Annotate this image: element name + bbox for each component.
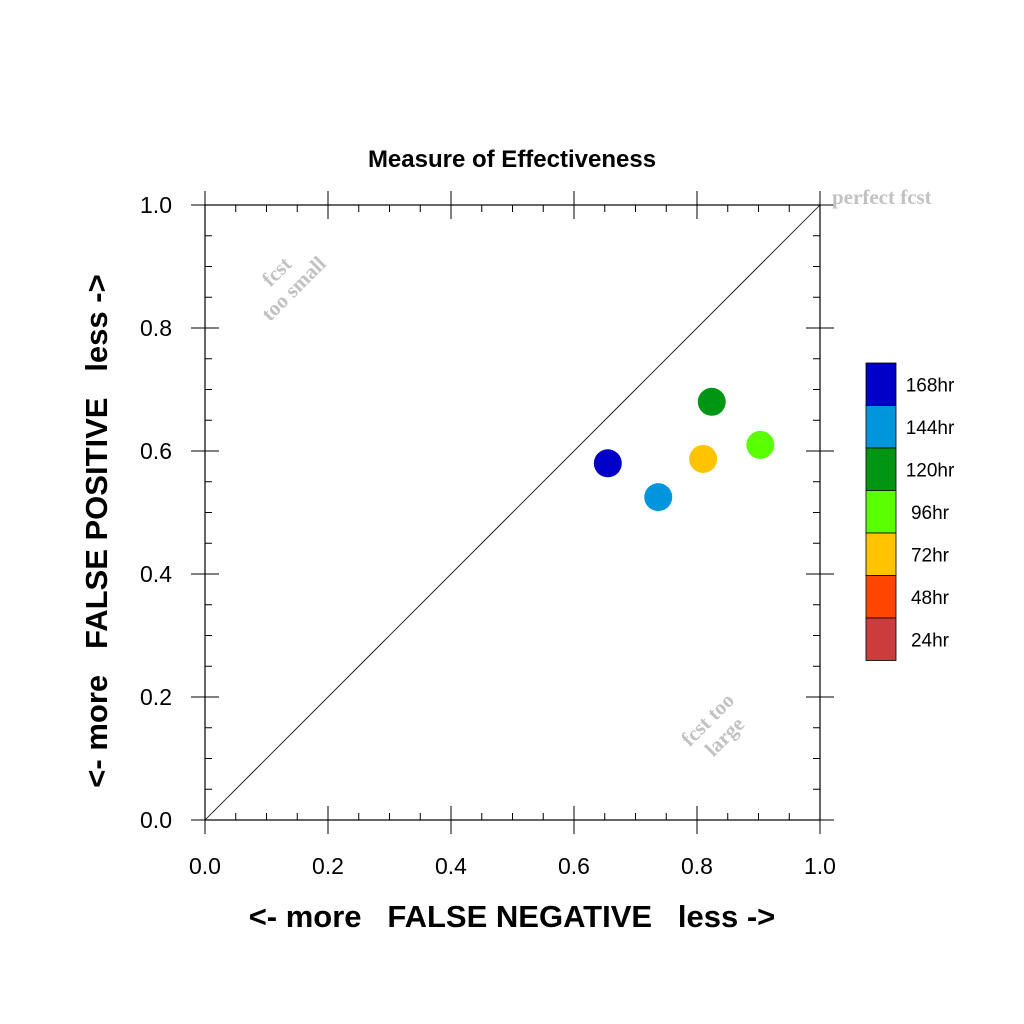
chart-title: Measure of Effectiveness [368,146,656,173]
perfect-forecast-annotation: perfect fcst [832,185,932,209]
legend-swatch-96hr [865,490,897,534]
x-axis-label: <- more FALSE NEGATIVE less -> [249,899,776,934]
too-large-annotation: fcst too large [676,688,749,761]
x-tick-label: 0.2 [312,853,344,879]
axis-ticks [191,191,834,834]
point-120hr [697,387,726,416]
legend-swatch-144hr [865,405,897,449]
y-tick-label: 0.2 [140,684,172,710]
too-small-annotation: fcst too small [256,251,330,325]
legend-swatch-48hr [865,575,897,619]
point-72hr [689,444,718,473]
y-tick-label: 0.8 [140,315,172,341]
y-tick-labels: 0.0 0.2 0.4 0.6 0.8 1.0 [140,192,172,833]
legend-swatch-72hr [865,532,897,576]
legend-swatch-168hr [865,362,897,406]
y-tick-label: 0.4 [140,561,172,587]
legend-label-120hr: 120hr [906,460,955,481]
legend: 168hr 144hr 120hr 96hr 72hr 48hr 24hr [865,362,955,661]
point-144hr [644,483,673,512]
legend-swatch-24hr [865,617,897,661]
legend-label-144hr: 144hr [906,418,955,439]
legend-swatch-120hr [865,447,897,491]
legend-label-72hr: 72hr [911,545,950,566]
y-tick-label: 0.6 [140,438,172,464]
x-tick-label: 0.4 [435,853,467,879]
y-tick-label: 0.0 [140,807,172,833]
x-tick-label: 0.8 [681,853,713,879]
y-axis-label: <- more FALSE POSITIVE less -> [79,274,114,787]
legend-label-48hr: 48hr [911,588,950,609]
x-tick-labels: 0.0 0.2 0.4 0.6 0.8 1.0 [189,853,836,879]
x-tick-label: 0.6 [558,853,590,879]
point-96hr [746,430,775,459]
legend-label-24hr: 24hr [911,630,950,651]
point-168hr [593,449,622,478]
y-tick-label: 1.0 [140,192,172,218]
data-points [593,387,775,512]
x-tick-label: 1.0 [804,853,836,879]
legend-label-168hr: 168hr [906,375,955,396]
legend-label-96hr: 96hr [911,503,950,524]
x-tick-label: 0.0 [189,853,221,879]
perfect-forecast-diagonal [204,204,821,821]
